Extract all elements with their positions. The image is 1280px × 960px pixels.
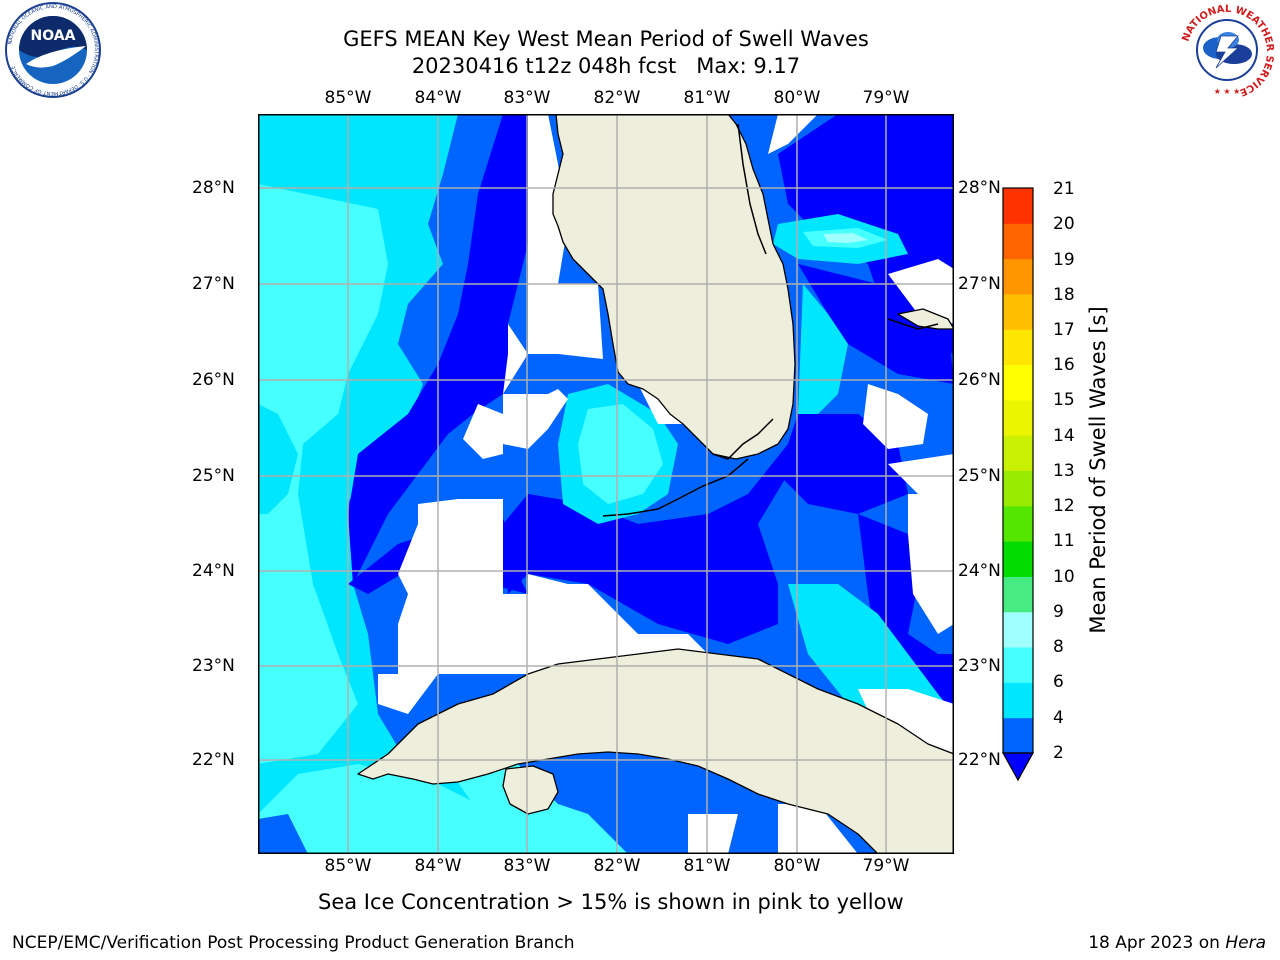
lat-label-right: 25°N <box>958 466 1001 486</box>
colorbar-label: Mean Period of Swell Waves [s] <box>1086 306 1110 634</box>
lat-label-right: 27°N <box>958 274 1001 294</box>
colorbar-segment <box>1003 611 1033 648</box>
footer-host: Hera <box>1225 933 1266 953</box>
colorbar-segment <box>1003 717 1033 754</box>
lon-label-bottom: 82°W <box>593 856 641 876</box>
lon-label-bottom: 84°W <box>414 856 462 876</box>
colorbar-tick: 14 <box>1053 426 1075 446</box>
colorbar-segment <box>1003 505 1033 542</box>
lat-label-left: 24°N <box>192 561 235 581</box>
lat-label-left: 23°N <box>192 656 235 676</box>
colorbar-tick: 13 <box>1053 461 1075 481</box>
lon-label-bottom: 85°W <box>324 856 372 876</box>
lon-label-top: 81°W <box>683 88 731 108</box>
lon-label-top: 82°W <box>593 88 641 108</box>
colorbar-underflow-arrow <box>1001 752 1035 782</box>
lon-label-bottom: 80°W <box>773 856 821 876</box>
footer-date-text: 18 Apr 2023 on <box>1088 933 1226 953</box>
title-line-1: GEFS MEAN Key West Mean Period of Swell … <box>343 27 869 51</box>
colorbar-tick: 12 <box>1053 496 1075 516</box>
noaa-logo: NATIONAL OCEANIC AND ATMOSPHERIC ADMINIS… <box>5 2 101 98</box>
lon-label-top: 84°W <box>414 88 462 108</box>
noaa-logo-text: NOAA <box>31 28 76 44</box>
colorbar-segment <box>1003 541 1033 577</box>
footer-credit: NCEP/EMC/Verification Post Processing Pr… <box>12 933 575 953</box>
lat-label-right: 26°N <box>958 370 1001 390</box>
land-areas <box>357 114 954 854</box>
colorbar-tick: 2 <box>1053 743 1064 763</box>
map-title: GEFS MEAN Key West Mean Period of Swell … <box>258 26 954 80</box>
florida <box>552 114 796 460</box>
colorbar-segment <box>1003 329 1033 366</box>
title-line-2: 20230416 t12z 048h fcst Max: 9.17 <box>411 54 801 78</box>
colorbar-tick: 18 <box>1053 285 1075 305</box>
lon-label-bottom: 83°W <box>503 856 551 876</box>
colorbar-tick: 10 <box>1053 567 1075 587</box>
map-border <box>258 114 954 854</box>
colorbar-segment <box>1003 223 1033 260</box>
colorbar-segment <box>1003 399 1033 436</box>
colorbar-tick: 15 <box>1053 390 1075 410</box>
lat-label-right: 24°N <box>958 561 1001 581</box>
lon-label-top: 85°W <box>324 88 372 108</box>
lon-label-bottom: 79°W <box>862 856 910 876</box>
colorbar-tick: 19 <box>1053 250 1075 270</box>
lon-label-top: 79°W <box>862 88 910 108</box>
lon-label-top: 80°W <box>773 88 821 108</box>
lat-label-right: 23°N <box>958 656 1001 676</box>
colorbar-segment <box>1003 576 1033 613</box>
lat-label-right: 22°N <box>958 750 1001 770</box>
colorbar-tick: 21 <box>1053 179 1075 199</box>
colorbar-tick: 20 <box>1053 214 1075 234</box>
colorbar-tick: 9 <box>1053 602 1064 622</box>
ocean-light-west <box>258 184 388 764</box>
colorbar-segment <box>1003 435 1033 471</box>
lat-label-right: 28°N <box>958 178 1001 198</box>
lon-label-bottom: 81°W <box>683 856 731 876</box>
lat-lon-grid <box>258 114 954 854</box>
lat-label-left: 27°N <box>192 274 235 294</box>
lat-label-left: 26°N <box>192 370 235 390</box>
colorbar-segment <box>1003 188 1033 224</box>
isle-of-youth <box>502 765 559 815</box>
cuba <box>357 648 954 854</box>
colorbar-tick: 16 <box>1053 355 1075 375</box>
colorbar-tick: 11 <box>1053 531 1075 551</box>
nws-logo: NATIONAL WEATHER SERVICE ★ ★ ★ <box>1180 3 1275 98</box>
colorbar-segment <box>1003 364 1033 401</box>
ocean-deep-central-west <box>348 114 528 584</box>
colorbar-segment <box>1003 258 1033 295</box>
lat-label-left: 25°N <box>192 466 235 486</box>
colorbar-tick: 4 <box>1053 708 1064 728</box>
swell-period-map <box>258 114 954 854</box>
colorbar-segment <box>1003 647 1033 683</box>
colorbar-tick: 17 <box>1053 320 1075 340</box>
colorbar-segment <box>1003 470 1033 507</box>
colorbar-segment <box>1003 293 1033 330</box>
footer-date: 18 Apr 2023 on Hera <box>1088 933 1266 953</box>
colorbar-border <box>1002 187 1034 754</box>
lat-label-left: 28°N <box>192 178 235 198</box>
svg-text:★ ★ ★: ★ ★ ★ <box>1214 87 1241 96</box>
lon-label-top: 83°W <box>503 88 551 108</box>
colorbar-tick: 6 <box>1053 672 1064 692</box>
colorbar-segment <box>1003 682 1033 719</box>
colorbar <box>1001 187 1035 782</box>
colorbar-tick: 8 <box>1053 637 1064 657</box>
sea-ice-note: Sea Ice Concentration > 15% is shown in … <box>318 890 904 914</box>
lat-label-left: 22°N <box>192 750 235 770</box>
